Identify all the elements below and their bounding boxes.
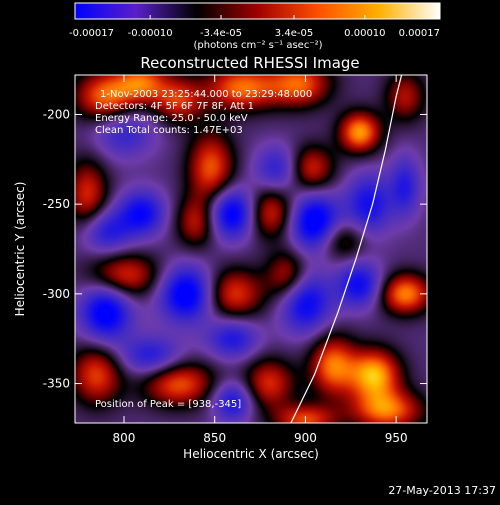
annotation-line: Energy Range: 25.0 - 50.0 keV (95, 113, 248, 124)
plot-frame (74, 74, 428, 424)
annotation-line: Detectors: 4F 5F 6F 7F 8F, Att 1 (95, 101, 254, 112)
annotation-line: Clean Total counts: 1.47E+03 (95, 125, 243, 136)
annotation-line: 1-Nov-2003 23:25:44.000 to 23:29:48.000 (100, 89, 312, 100)
colorbar-tick-label: 3.4e-05 (275, 28, 313, 39)
y-axis-label: Heliocentric Y (arcsec) (13, 182, 27, 317)
x-tick-label: 900 (294, 431, 317, 445)
x-tick-label: 850 (203, 431, 226, 445)
y-tick-label: -350 (43, 377, 70, 391)
colorbar-tick-label: 0.00017 (399, 28, 440, 39)
heatmap-canvas (75, 75, 427, 423)
y-axis-ticks: -200 -250 -300 -350 (43, 107, 427, 391)
colorbar-tick-label: -3.4e-05 (200, 28, 242, 39)
colorbar-units: (photons cm⁻² s⁻¹ asec⁻²) (193, 40, 322, 51)
colorbar-tick-label: -0.00010 (128, 28, 173, 39)
chart-title: Reconstructed RHESSI Image (140, 54, 359, 72)
x-tick-label: 950 (385, 431, 408, 445)
colorbar-gradient (74, 2, 441, 20)
footer-timestamp: 27-May-2013 17:37 (388, 484, 496, 497)
colorbar-tick-label: 0.00010 (344, 28, 385, 39)
peak-position-label: Position of Peak = [938,-345] (95, 399, 241, 410)
colorbar-ticks: -0.00017 -0.00010 -3.4e-05 3.4e-05 0.00010 0.… (69, 15, 441, 39)
x-tick-label: 800 (113, 431, 136, 445)
colorbar-tick-label: -0.00017 (69, 28, 114, 39)
heatmap-image (75, 75, 427, 423)
y-tick-label: -250 (43, 197, 70, 211)
y-tick-label: -300 (43, 287, 70, 301)
x-axis-ticks: 800 850 900 950 (113, 75, 408, 445)
x-axis-label: Heliocentric X (arcsec) (183, 447, 319, 461)
y-tick-label: -200 (43, 107, 70, 121)
annotation-block: 1-Nov-2003 23:25:44.000 to 23:29:48.000D… (95, 89, 312, 136)
colorbar: -0.00017 -0.00010 -3.4e-05 3.4e-05 0.00010 0.… (69, 2, 441, 51)
solar-limb-curve (290, 74, 403, 424)
